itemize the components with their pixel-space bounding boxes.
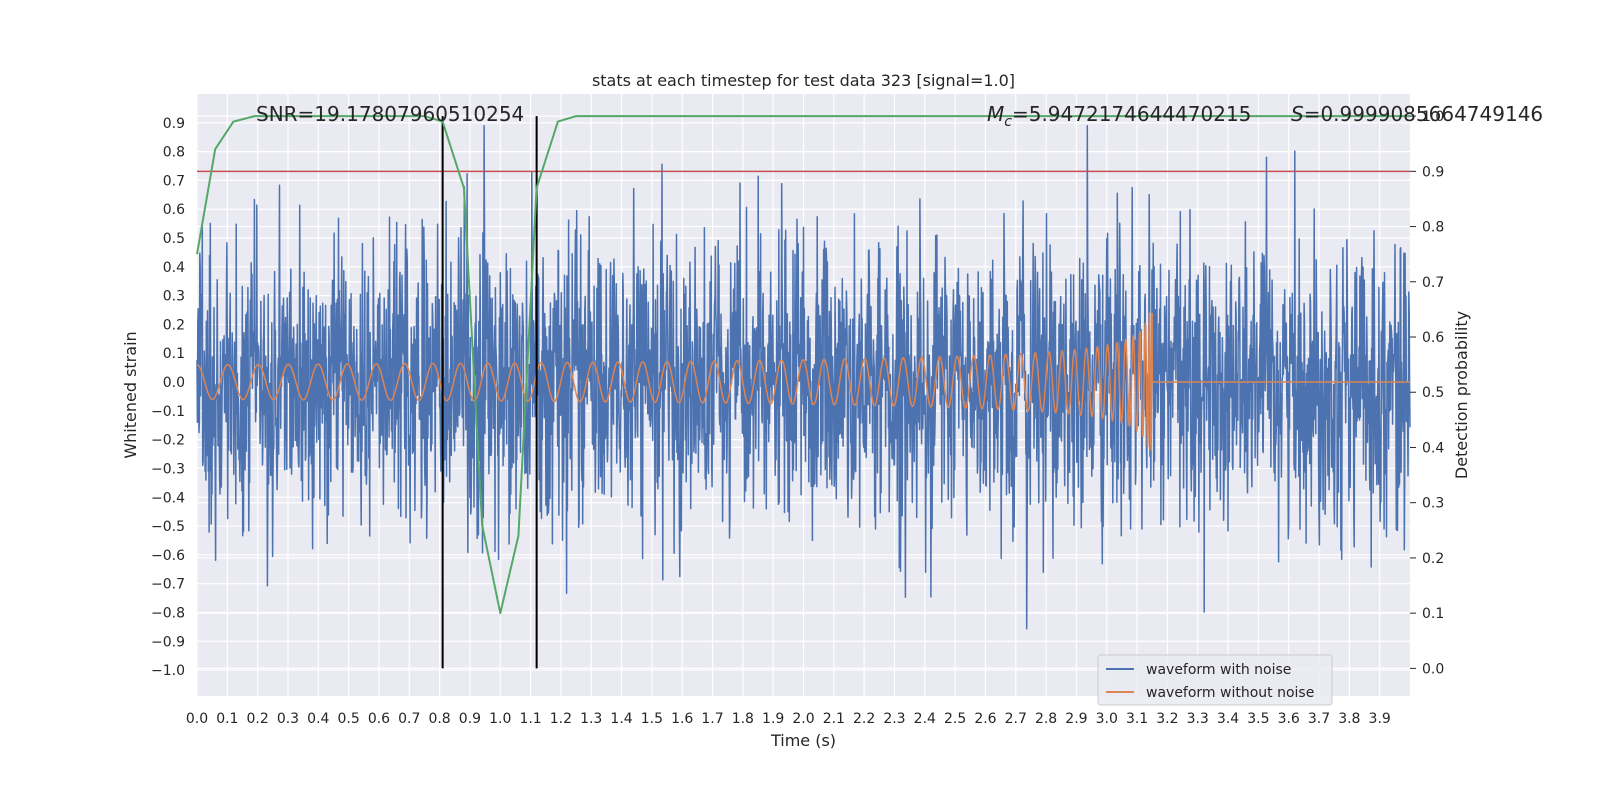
x-tick-label: 3.6	[1278, 711, 1300, 727]
x-tick-label: 1.1	[519, 711, 541, 727]
y-tick-label: −1.0	[151, 663, 185, 679]
y-tick-label: 0.5	[163, 231, 185, 247]
y-tick-label: −0.8	[151, 605, 185, 621]
x-tick-label: 2.2	[853, 711, 875, 727]
x-tick-label: 2.7	[1005, 711, 1027, 727]
snr-annotation: SNR=19.17807960510254	[256, 102, 524, 126]
y-tick-label: 0.3	[163, 289, 185, 305]
x-tick-label: 3.5	[1247, 711, 1269, 727]
x-tick-label: 0.4	[307, 711, 329, 727]
y-axis-label: Whitened strain	[121, 331, 140, 458]
x-tick-label: 1.5	[641, 711, 663, 727]
y-tick-label: 0.2	[163, 317, 185, 333]
chirp-mass-value: =5.9472174644470215	[1012, 102, 1251, 126]
y-tick-label: −0.5	[151, 519, 185, 535]
chirp-mass-symbol: M	[987, 102, 1004, 126]
x-tick-label: 3.8	[1338, 711, 1360, 727]
score-annotation: S=0.9999085664749146	[1291, 102, 1543, 126]
x-tick-label: 0.0	[186, 711, 208, 727]
x-tick-label: 0.6	[368, 711, 390, 727]
x-tick-label: 0.9	[459, 711, 481, 727]
x-tick-label: 1.3	[580, 711, 602, 727]
y-right-tick-label: 1.0	[1422, 109, 1444, 125]
x-tick-label: 2.0	[792, 711, 814, 727]
x-tick-label: 0.3	[277, 711, 299, 727]
y-tick-label: 0.4	[163, 260, 185, 276]
y-tick-label: −0.1	[151, 404, 185, 420]
x-tick-label: 0.1	[216, 711, 238, 727]
y-right-tick-label: 0.4	[1422, 440, 1444, 456]
legend-entry-waveform-without-noise: waveform without noise	[1146, 685, 1314, 701]
series-waveform-without-noise	[196, 312, 1410, 451]
x-tick-label: 1.6	[671, 711, 693, 727]
x-tick-label: 2.3	[883, 711, 905, 727]
y-right-tick-label: 0.8	[1422, 220, 1444, 236]
legend: waveform with noise waveform without noi…	[1097, 654, 1333, 706]
y-tick-label: 0.1	[163, 346, 185, 362]
y-tick-label: −0.6	[151, 548, 185, 564]
x-tick-label: 1.4	[610, 711, 632, 727]
x-tick-label: 3.0	[1096, 711, 1118, 727]
y-tick-label: 0.8	[163, 145, 185, 161]
y-right-tick-label: 0.3	[1422, 496, 1444, 512]
score-value: =0.9999085664749146	[1304, 102, 1543, 126]
x-tick-label: 0.7	[398, 711, 420, 727]
y-right-tick-label: 0.6	[1422, 330, 1444, 346]
x-tick-label: 1.8	[732, 711, 754, 727]
x-tick-label: 2.5	[944, 711, 966, 727]
y-right-tick-label: 0.1	[1422, 606, 1444, 622]
y-tick-label: 0.7	[163, 173, 185, 189]
x-tick-label: 1.2	[550, 711, 572, 727]
y-right-tick-label: 0.2	[1422, 551, 1444, 567]
y-tick-label: 0.6	[163, 202, 185, 218]
y-tick-label: 0.9	[163, 116, 185, 132]
x-tick-label: 1.7	[701, 711, 723, 727]
x-tick-label: 1.0	[489, 711, 511, 727]
detection-probability-line	[196, 115, 1410, 615]
x-tick-label: 2.8	[1035, 711, 1057, 727]
x-tick-label: 3.2	[1156, 711, 1178, 727]
ticks: 0.0 0.1 0.2 0.3 0.4 0.5 0.6 0.7 0.8 0.9 1.0 1.1 1.2 1…	[151, 109, 1444, 727]
overlay	[196, 115, 1410, 669]
y-right-tick-label: 0.0	[1422, 661, 1444, 677]
x-tick-label: 2.1	[823, 711, 845, 727]
y-axis-right-label: Detection probability	[1452, 311, 1471, 479]
x-tick-label: 2.4	[914, 711, 936, 727]
clean-waveform-line	[196, 312, 1410, 451]
y-tick-label: 0.0	[163, 375, 185, 391]
x-tick-label: 0.2	[247, 711, 269, 727]
chart-title: stats at each timestep for test data 323…	[592, 71, 1015, 90]
noisy-waveform-line	[196, 124, 1411, 630]
series-waveform-with-noise	[196, 124, 1411, 630]
y-tick-label: −0.7	[151, 577, 185, 593]
legend-entry-waveform-with-noise: waveform with noise	[1146, 662, 1291, 678]
y-tick-label: −0.4	[151, 490, 185, 506]
y-tick-label: −0.3	[151, 461, 185, 477]
x-tick-label: 2.6	[974, 711, 996, 727]
x-tick-label: 3.9	[1369, 711, 1391, 727]
y-tick-label: −0.9	[151, 634, 185, 650]
legend-box	[1097, 654, 1333, 706]
x-tick-label: 0.8	[428, 711, 450, 727]
x-tick-label: 3.7	[1308, 711, 1330, 727]
score-symbol: S	[1291, 102, 1304, 126]
y-right-tick-label: 0.7	[1422, 275, 1444, 291]
chirp-mass-subscript: c	[1004, 114, 1012, 130]
x-tick-label: 3.1	[1126, 711, 1148, 727]
x-tick-label: 2.9	[1065, 711, 1087, 727]
x-tick-label: 0.5	[337, 711, 359, 727]
x-tick-label: 3.3	[1187, 711, 1209, 727]
y-right-tick-label: 0.9	[1422, 164, 1444, 180]
x-axis-label: Time (s)	[770, 731, 836, 750]
x-tick-label: 3.4	[1217, 711, 1239, 727]
y-right-tick-label: 0.5	[1422, 385, 1444, 401]
chirp-mass-annotation: Mc=5.9472174644470215	[987, 102, 1251, 130]
y-tick-label: −0.2	[151, 433, 185, 449]
x-tick-label: 1.9	[762, 711, 784, 727]
